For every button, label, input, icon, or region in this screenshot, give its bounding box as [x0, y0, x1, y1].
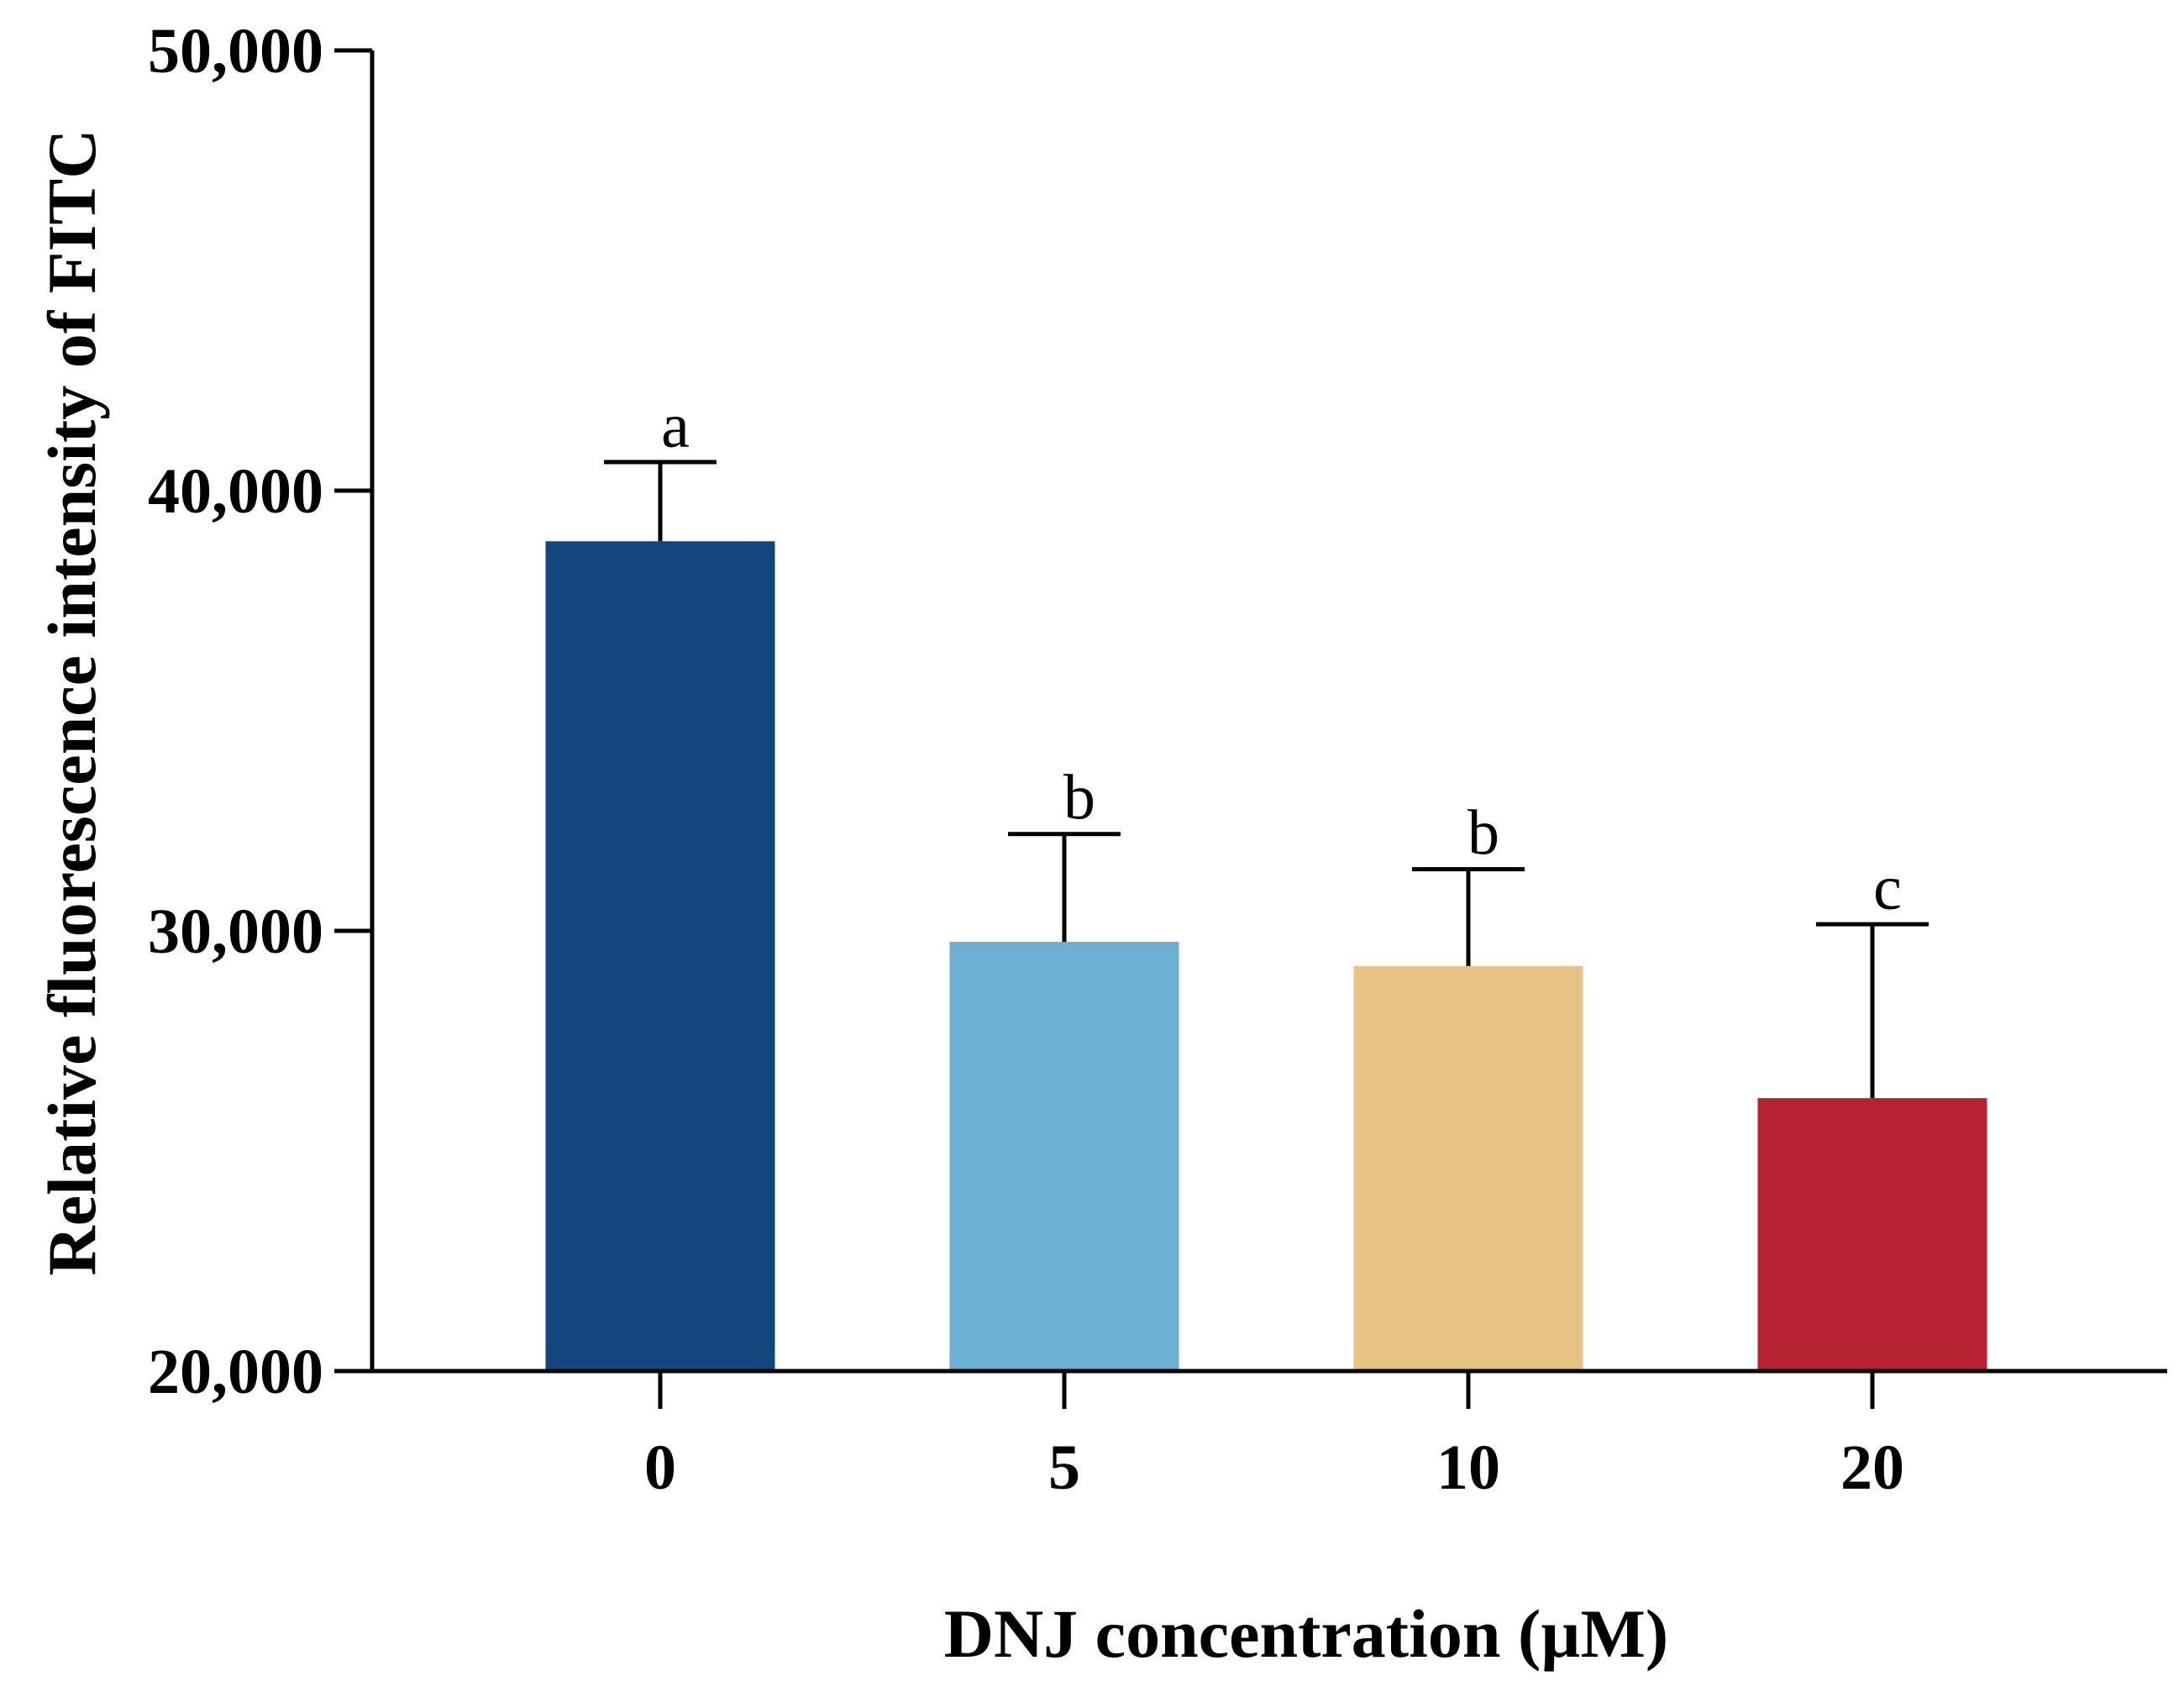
x-tick-label: 10 — [1436, 1432, 1500, 1503]
x-tick-label: 5 — [1048, 1432, 1080, 1503]
y-tick-label: 20,000 — [148, 1337, 323, 1407]
bar-10 — [1353, 965, 1583, 1371]
bar-5 — [949, 942, 1179, 1371]
x-tick-label: 0 — [644, 1432, 676, 1503]
significance-label-0: a — [661, 391, 690, 461]
significance-label-5: b — [1063, 763, 1095, 833]
x-tick-label: 20 — [1840, 1432, 1904, 1503]
y-axis-title: Relative fluorescence intensity of FITC — [34, 129, 110, 1276]
x-axis-title: DNJ concentration (µM) — [944, 1595, 1668, 1672]
bar-0 — [545, 541, 775, 1371]
y-tick-label: 40,000 — [148, 456, 323, 527]
significance-label-10: b — [1467, 798, 1499, 869]
bar-20 — [1757, 1098, 1987, 1371]
significance-label-20: c — [1873, 853, 1902, 923]
y-tick-label: 50,000 — [148, 16, 323, 87]
y-tick-label: 30,000 — [148, 896, 323, 967]
